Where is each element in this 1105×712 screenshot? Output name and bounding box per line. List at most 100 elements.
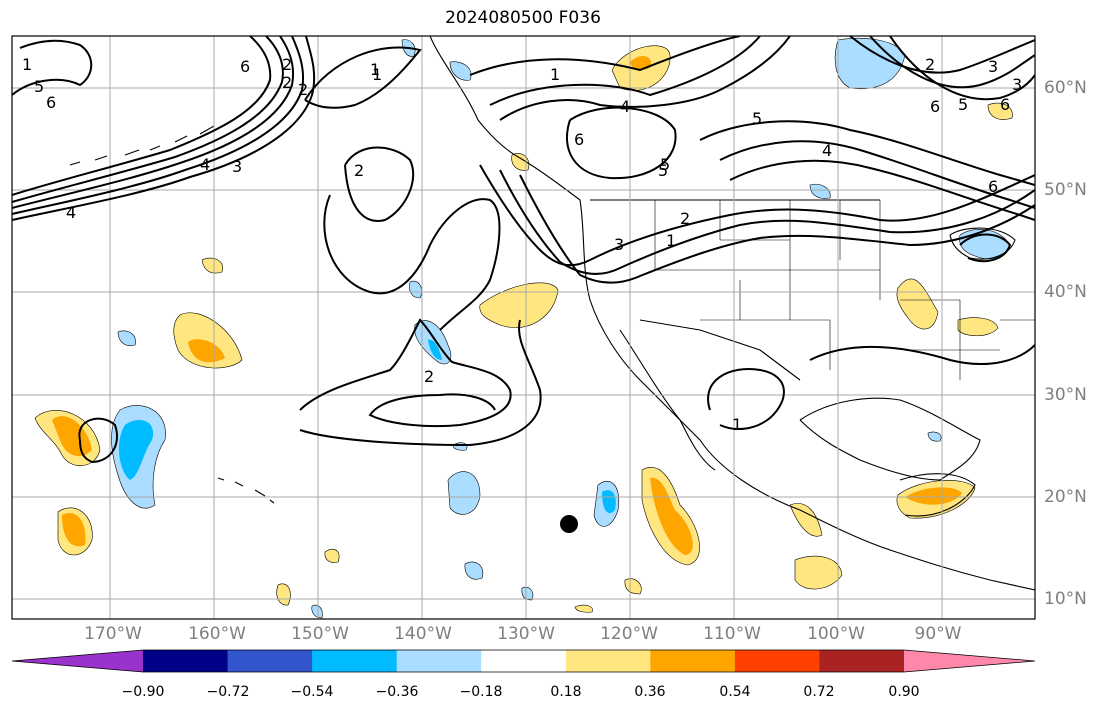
- negative-anomaly-region: [447, 471, 481, 515]
- colorbar-tick-label: 0.36: [634, 684, 666, 700]
- contour-label: 6: [1000, 95, 1010, 114]
- contour-line: [304, 46, 422, 109]
- lat-tick-label: 50°N: [1044, 180, 1087, 200]
- contour-line: [809, 344, 1035, 366]
- contour-label: 2: [354, 161, 364, 180]
- colorbar-tick-label: 0.72: [803, 684, 835, 700]
- negative-anomaly-region: [117, 330, 136, 347]
- positive-anomaly-region: [896, 278, 939, 330]
- lat-tick-label: 30°N: [1044, 385, 1087, 405]
- lat-tick-label: 20°N: [1044, 487, 1087, 507]
- contour-label: 4: [200, 155, 210, 174]
- lon-tick-label: 130°W: [497, 624, 555, 644]
- contour-label: 1: [370, 60, 380, 79]
- contour-label: 1: [372, 65, 382, 84]
- yucatan-coastline: [899, 473, 976, 517]
- contour-label: 2: [424, 367, 434, 386]
- colorbar-tick-label: −0.72: [206, 684, 250, 700]
- positive-anomaly-region: [479, 282, 559, 328]
- contour-label: 1: [22, 55, 32, 74]
- contour-line: [12, 36, 316, 221]
- contour-line: [344, 146, 415, 222]
- contour-label: 5: [658, 161, 668, 180]
- contour-label: 6: [988, 177, 998, 196]
- negative-anomaly-region: [834, 38, 906, 90]
- colorbar-segment: [481, 650, 567, 672]
- contour-label: 1: [550, 65, 560, 84]
- contour-line: [489, 36, 761, 106]
- colorbar-outline: [11, 649, 1036, 673]
- colorbar-tick-label: −0.18: [459, 684, 503, 700]
- lat-tick-label: 60°N: [1044, 78, 1087, 98]
- contour-label: 3: [988, 57, 998, 76]
- colorbar-segment: [650, 650, 736, 672]
- negative-anomaly-region: [449, 61, 472, 81]
- lon-tick-label: 170°W: [84, 624, 142, 644]
- positive-anomaly-region: [987, 102, 1013, 120]
- contour-label: 2: [680, 209, 690, 228]
- contour-labels: 1 5 6 6 4 2 2 1 1 4 6 5 5 4 6 6 5 3 2 1 …: [22, 55, 1022, 434]
- north-america-coastline: [429, 36, 1035, 591]
- aleutian-islands: [69, 125, 215, 166]
- contour-label: 6: [46, 93, 56, 112]
- contour-label: 5: [958, 95, 968, 114]
- negative-anomaly-region: [602, 490, 616, 514]
- contour-line: [869, 36, 1035, 89]
- colorbar-tick-label: 0.54: [719, 684, 751, 700]
- contour-line: [479, 164, 1035, 267]
- contour-line: [699, 120, 1035, 186]
- contour-line: [565, 106, 677, 180]
- colorbar-segment: [396, 650, 482, 672]
- contour-line: [729, 159, 1035, 221]
- positive-anomaly-region: [789, 503, 823, 537]
- positive-anomaly-region: [188, 339, 225, 363]
- contour-line: [12, 36, 304, 215]
- colorbar-tick-label: −0.54: [290, 684, 334, 700]
- colorbar-tick-label: 0.18: [550, 684, 582, 700]
- contour-label: 2: [298, 80, 308, 99]
- contour-label: 5: [660, 155, 670, 174]
- positive-anomaly-region: [173, 312, 243, 369]
- positive-anomaly-region: [324, 548, 340, 563]
- gridlines: [12, 36, 1035, 619]
- lon-tick-label: 100°W: [807, 624, 865, 644]
- lon-tick-label: 110°W: [703, 624, 761, 644]
- lat-tick-label: 40°N: [1044, 282, 1087, 302]
- contour-line: [707, 368, 785, 431]
- contour-label: 2: [282, 73, 292, 92]
- positive-anomaly-region: [624, 578, 642, 595]
- positive-anomaly-region: [574, 604, 593, 613]
- contour-line: [12, 36, 294, 209]
- negative-anomaly-region: [118, 420, 154, 480]
- gulf-of-mexico-coastline: [799, 397, 981, 481]
- map-title: 2024080500 F036: [445, 8, 601, 28]
- map-frame: [11, 35, 1036, 620]
- positive-anomaly-region: [511, 153, 530, 171]
- contour-label: 4: [822, 141, 832, 160]
- contour-line: [499, 36, 791, 121]
- contour-label: 1: [666, 231, 676, 250]
- contour-label: 2: [925, 55, 935, 74]
- map-background: [12, 36, 1035, 619]
- colorbar-tick-label: −0.90: [121, 684, 165, 700]
- contour-line: [12, 36, 272, 196]
- contour-line: [719, 140, 1035, 209]
- contour-line: [12, 39, 93, 96]
- contour-line: [299, 319, 542, 447]
- lat-tick-label: 10°N: [1044, 589, 1087, 609]
- negative-anomaly-region: [927, 431, 942, 442]
- shaded-anomaly-regions: [34, 38, 1013, 619]
- colorbar-segment: [565, 650, 651, 672]
- contour-label: 3: [1012, 75, 1022, 94]
- coastlines: [69, 36, 1035, 591]
- contour-label: 1: [732, 415, 742, 434]
- contour-line: [519, 174, 1035, 284]
- contour-line: [889, 36, 1035, 101]
- contour-label: 5: [752, 109, 762, 128]
- storm-center-marker: [560, 515, 578, 533]
- contour-line: [469, 36, 741, 76]
- contour-label: 6: [574, 130, 584, 149]
- baja-california-coastline: [619, 329, 716, 471]
- contour-line: [499, 169, 1035, 275]
